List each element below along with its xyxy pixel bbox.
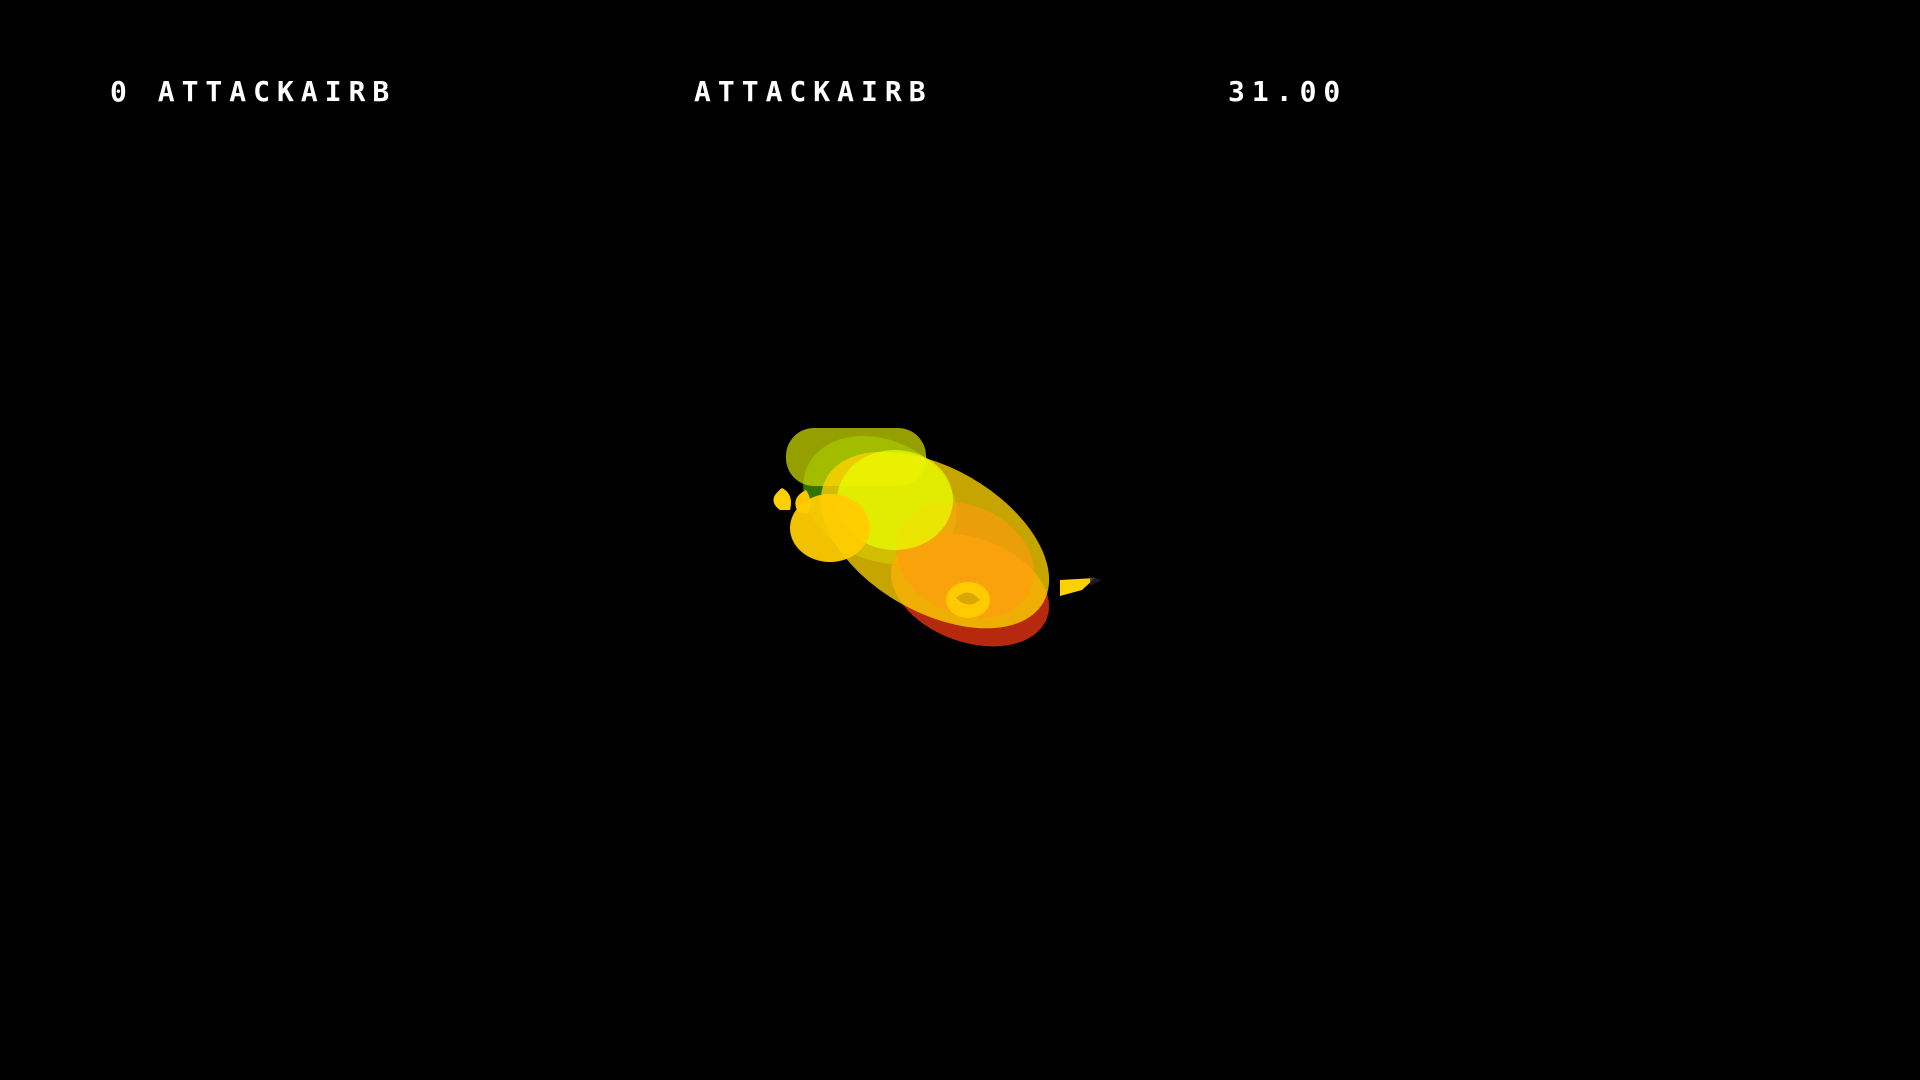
action-name-readout: ATTACKAIRB — [694, 75, 933, 108]
character-hitbox-render — [773, 428, 1102, 647]
frame-action-readout: 0 ATTACKAIRB — [110, 75, 397, 108]
ear-left — [773, 488, 791, 510]
character-model — [760, 410, 1110, 670]
character-head — [790, 494, 870, 562]
frame-value-readout: 31.00 — [1228, 75, 1348, 108]
tail — [1060, 578, 1095, 596]
